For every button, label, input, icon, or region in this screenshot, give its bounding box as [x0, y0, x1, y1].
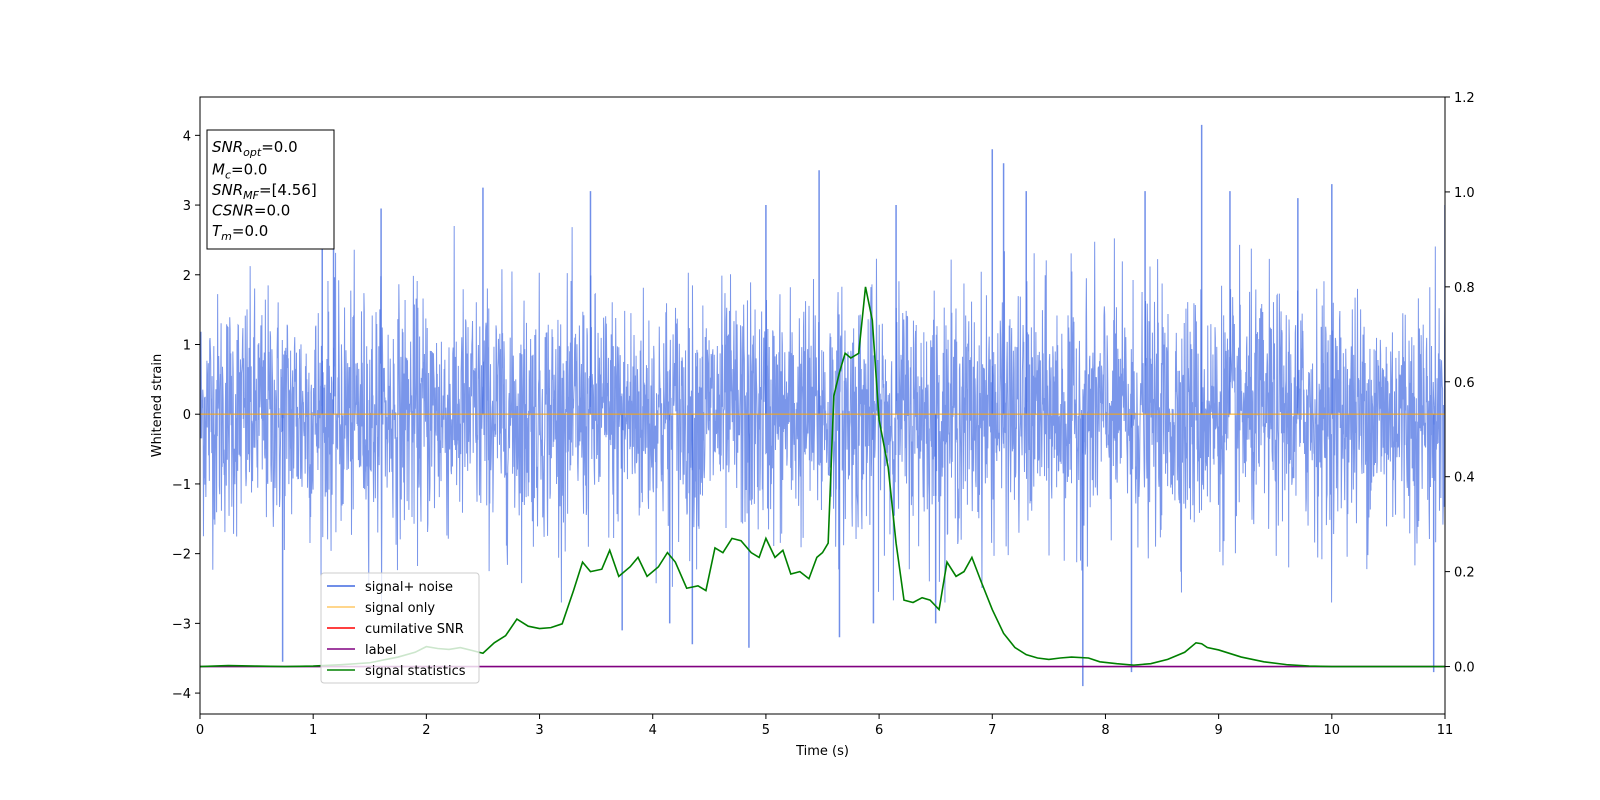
- y2-tick-label: 0.0: [1454, 661, 1475, 676]
- legend-entry: signal only: [365, 601, 435, 616]
- annotation-line: Mc=0.0: [212, 161, 267, 182]
- x-tick-label: 4: [649, 723, 657, 738]
- x-tick-label: 7: [988, 723, 996, 738]
- y-tick-label: 0: [183, 408, 191, 423]
- x-tick-label: 8: [1101, 723, 1109, 738]
- annotation-line: Tm=0.0: [212, 222, 268, 243]
- y-tick-label: −4: [172, 687, 191, 702]
- y-tick-label: 4: [183, 129, 191, 144]
- x-tick-label: 5: [762, 723, 770, 738]
- y-tick-label: −3: [172, 617, 191, 632]
- y2-tick-label: 0.8: [1454, 281, 1475, 296]
- legend-entry: cumilative SNR: [365, 622, 464, 637]
- annotation-line: SNRMF=[4.56]: [212, 181, 317, 202]
- y-axis-right: 0.0 0.2 0.4 0.6 0.8 1.0 1.2: [1445, 91, 1475, 676]
- x-tick-label: 1: [309, 723, 317, 738]
- x-tick-label: 9: [1214, 723, 1222, 738]
- x-tick-label: 2: [422, 723, 430, 738]
- y-axis-left: −4 −3 −2 −1 0 1 2 3 4: [172, 129, 200, 702]
- y-tick-label: 3: [183, 199, 191, 214]
- y2-tick-label: 1.2: [1454, 91, 1475, 106]
- x-tick-label: 11: [1437, 723, 1454, 738]
- y-tick-label: −1: [172, 478, 191, 493]
- series-signal-noise: [200, 225, 1445, 603]
- legend-frame: [320, 572, 480, 684]
- x-tick-label: 3: [535, 723, 543, 738]
- y2-tick-label: 0.2: [1454, 566, 1475, 581]
- y2-tick-label: 1.0: [1454, 186, 1475, 201]
- annotation-line: SNRopt=0.0: [212, 138, 298, 159]
- series-signal-noise-peaks: [281, 124, 1445, 687]
- x-tick-label: 10: [1324, 723, 1341, 738]
- legend: signal+ noise signal only cumilative SNR la…: [320, 572, 480, 684]
- legend-entry: label: [365, 643, 396, 658]
- x-tick-label: 6: [875, 723, 883, 738]
- annotation-frame: [206, 129, 335, 250]
- y-tick-label: 2: [183, 269, 191, 284]
- series-signal-statistics: [200, 286, 1445, 668]
- y2-tick-label: 0.4: [1454, 471, 1475, 486]
- y-axis-label: Whitened strain: [150, 354, 165, 457]
- annotation-line: CSNR=0.0: [212, 202, 290, 220]
- y-tick-label: 1: [183, 338, 191, 353]
- legend-entry: signal+ noise: [365, 580, 453, 595]
- x-axis-label: Time (s): [795, 744, 849, 759]
- x-tick-label: 0: [196, 723, 204, 738]
- x-axis: 0 1 2 3 4 5 6 7 8 9 10 11: [196, 714, 1453, 738]
- axes-frame: [199, 96, 1446, 715]
- y2-tick-label: 0.6: [1454, 376, 1475, 391]
- y-tick-label: −2: [172, 548, 191, 563]
- legend-entry: signal statistics: [365, 664, 466, 679]
